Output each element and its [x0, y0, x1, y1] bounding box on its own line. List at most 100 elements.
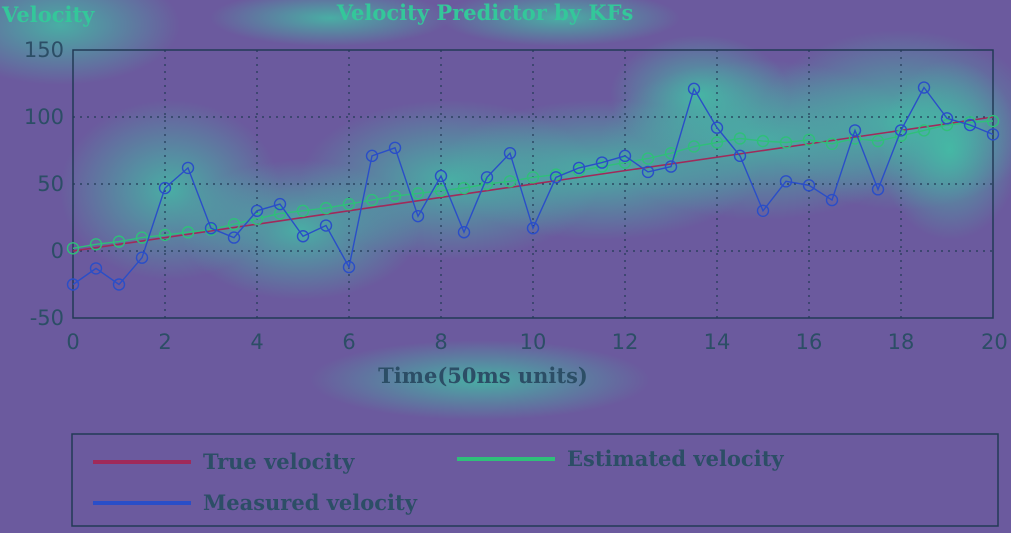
estimated-velocity-point [503, 175, 517, 188]
x-tick-label: 4 [250, 330, 263, 354]
estimated-velocity-line [72, 120, 994, 249]
measured-velocity-point [181, 161, 195, 175]
measured-velocity-point [89, 262, 103, 275]
estimated-velocity-point [802, 133, 816, 146]
chart-title: Velocity Predictor by KFs [336, 0, 634, 25]
measured-velocity-point [641, 165, 655, 179]
estimated-velocity-point [940, 118, 954, 132]
true-velocity-line [72, 116, 994, 252]
x-tick-labels: 0 2 4 6 8 10 12 14 16 18 20 [66, 330, 1007, 354]
x-tick-label: 6 [342, 330, 355, 354]
measured-velocity-point [756, 204, 770, 218]
measured-velocity-point [204, 222, 218, 235]
estimated-velocity-point [641, 152, 655, 165]
x-tick-label: 16 [796, 330, 823, 354]
measured-velocity-point [664, 160, 678, 173]
measured-velocity-point [572, 161, 586, 175]
measured-velocity-point [986, 128, 1000, 141]
measured-velocity-point [549, 171, 563, 184]
estimated-velocity-point [273, 207, 287, 220]
estimated-velocity-point [848, 132, 862, 145]
measured-velocity-point [963, 118, 977, 132]
measured-velocity-point [825, 193, 839, 207]
measured-velocity-point [779, 175, 793, 188]
measured-velocity-point [848, 124, 862, 137]
y-tick-label: 100 [24, 105, 64, 129]
estimated-velocity-point [779, 136, 793, 149]
estimated-velocity-point [135, 231, 149, 244]
estimated-velocity-point [595, 160, 609, 173]
measured-velocity-point [411, 209, 425, 223]
estimated-velocity-point [917, 124, 931, 137]
estimated-velocity-point [365, 193, 379, 207]
estimated-velocity-point [411, 187, 425, 200]
glow-blob [210, 0, 450, 46]
estimated-velocity-point [250, 212, 264, 226]
measured-velocity-point [296, 230, 310, 243]
estimated-velocity-point [825, 137, 839, 151]
measured-velocity-point [733, 149, 747, 163]
measured-velocity-point [940, 112, 954, 125]
measured-velocity-point [687, 82, 701, 96]
measured-velocity-point [618, 149, 632, 163]
measured-velocity-point [503, 146, 517, 160]
measured-velocity-point [457, 226, 471, 239]
measured-velocity-point [480, 171, 494, 184]
legend-box [71, 433, 999, 527]
estimated-velocity-point [66, 242, 80, 255]
x-tick-label: 18 [888, 330, 915, 354]
y-axis-label: Velocity [1, 2, 95, 27]
measured-velocity-point [135, 251, 149, 264]
series-layer [66, 81, 1000, 291]
glow-blob [0, 0, 180, 85]
x-tick-label: 14 [704, 330, 731, 354]
measured-velocity-point [250, 204, 264, 218]
estimated-velocity-point [457, 181, 471, 195]
estimated-velocity-point [388, 189, 402, 203]
measured-velocity-point [595, 156, 609, 169]
estimated-velocity-point [618, 156, 632, 169]
glow-blob [610, 35, 790, 155]
y-tick-label: 0 [51, 239, 64, 263]
estimated-velocity-point [158, 228, 172, 242]
measured-velocity-point [365, 149, 379, 163]
measured-velocity-point [434, 169, 448, 183]
measured-velocity-point [526, 222, 540, 235]
y-tick-label: 150 [24, 38, 64, 62]
x-axis-label: Time(50ms units) [378, 363, 588, 388]
estimated-velocity-point [342, 197, 356, 211]
estimated-velocity-point [319, 201, 333, 215]
estimated-velocity-point [227, 217, 241, 231]
estimated-velocity-point [687, 140, 701, 153]
x-tick-label: 20 [981, 330, 1008, 354]
estimated-velocity-point [112, 235, 126, 248]
measured-velocity-point [710, 121, 724, 134]
measured-velocity-point [273, 197, 287, 211]
estimated-velocity-point [986, 114, 1000, 128]
estimated-velocity-point [733, 132, 747, 145]
measured-velocity-point [917, 81, 931, 94]
measured-velocity-point [871, 183, 885, 196]
legend-label-true-velocity: True velocity [203, 449, 355, 474]
glow-blob [440, 0, 680, 46]
x-tick-label: 8 [434, 330, 447, 354]
measured-velocity-point [894, 124, 908, 137]
legend-label-estimated-velocity: Estimated velocity [567, 446, 784, 471]
measured-velocity-point [342, 260, 356, 274]
legend-label-measured-velocity: Measured velocity [203, 490, 418, 515]
estimated-velocity-point [181, 226, 195, 239]
estimated-velocity-point [526, 171, 540, 184]
x-tick-label: 10 [520, 330, 547, 354]
y-tick-label: -50 [30, 306, 64, 330]
estimated-velocity-point [871, 134, 885, 148]
measured-velocity-line [72, 86, 994, 286]
estimated-velocity-point [664, 146, 678, 160]
x-tick-label: 0 [66, 330, 79, 354]
estimated-velocity-point [89, 238, 103, 251]
y-tick-label: 50 [37, 172, 64, 196]
measured-velocity-point [66, 278, 80, 291]
measured-velocity-point [388, 141, 402, 155]
measured-velocity-point [158, 181, 172, 195]
